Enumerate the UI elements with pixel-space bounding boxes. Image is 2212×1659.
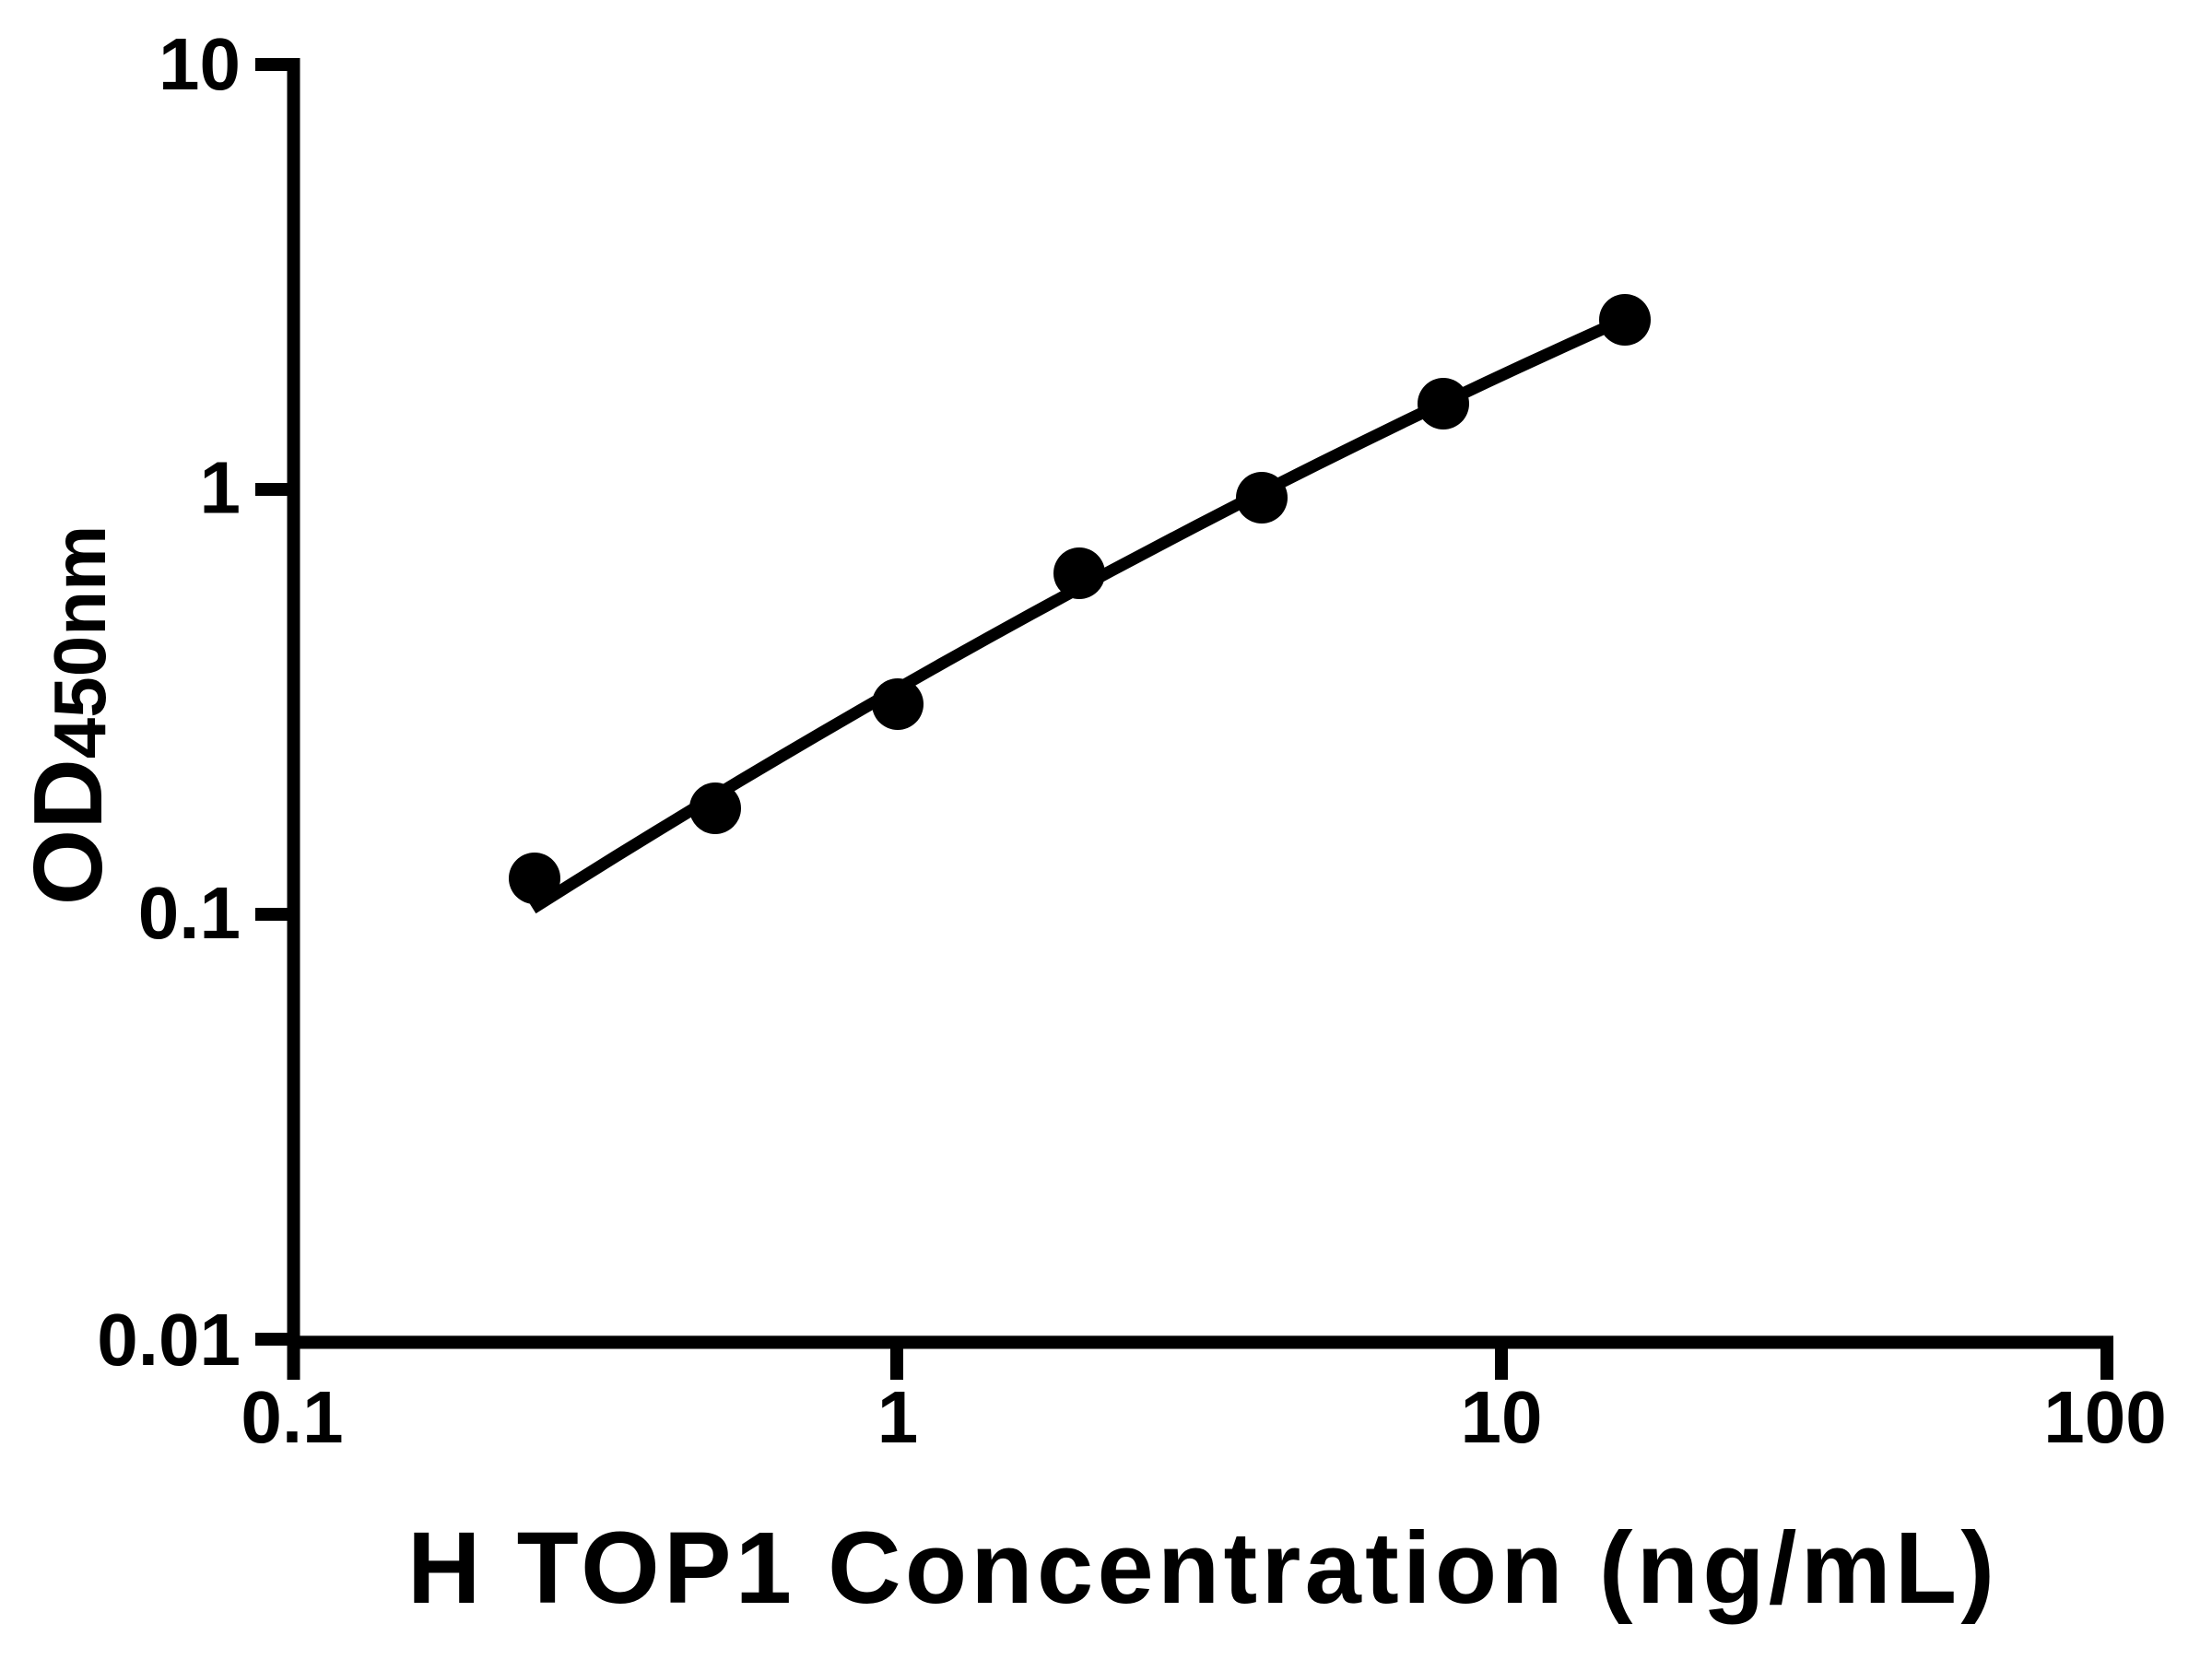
svg-text:100: 100 — [2043, 1376, 2166, 1458]
svg-text:0.1: 0.1 — [138, 872, 241, 954]
svg-text:H TOP1 Concentration (ng/mL): H TOP1 Concentration (ng/mL) — [407, 1512, 1994, 1625]
svg-text:0.01: 0.01 — [97, 1299, 241, 1381]
svg-text:0.1: 0.1 — [241, 1376, 343, 1458]
svg-text:10: 10 — [159, 23, 241, 105]
svg-text:1: 1 — [200, 447, 241, 529]
svg-text:10: 10 — [1461, 1376, 1543, 1458]
svg-text:1: 1 — [877, 1376, 919, 1458]
